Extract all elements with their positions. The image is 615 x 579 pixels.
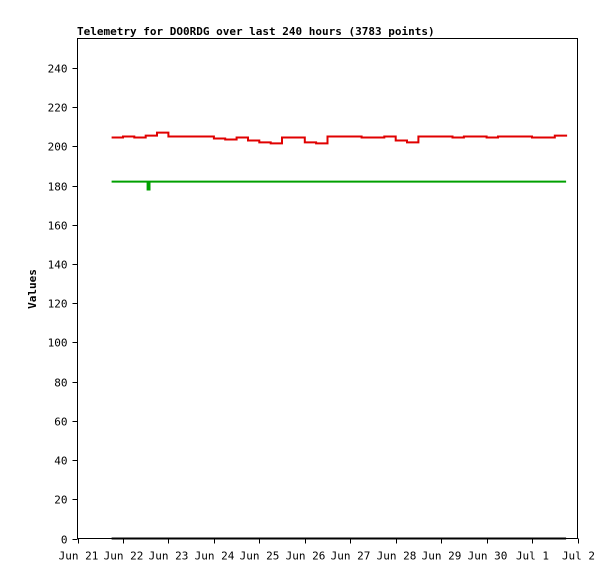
y-tick-label: 140 (48, 259, 68, 272)
x-tick-label: Jun 26 (286, 550, 326, 563)
series-group (111, 131, 568, 540)
y-tick-label: 0 (61, 534, 68, 547)
y-tick-label: 100 (48, 337, 68, 350)
y-tick-label: 180 (48, 181, 68, 194)
x-tick-label: Jun 29 (422, 550, 462, 563)
y-tick-label: 160 (48, 220, 68, 233)
x-tick-label: Jun 30 (468, 550, 508, 563)
series-line-1 (111, 180, 567, 191)
x-tick-label: Jul 2 (562, 550, 595, 563)
y-tick-label: 40 (54, 455, 67, 468)
x-tick-label: Jul 1 (516, 550, 549, 563)
x-tick-label: Jun 28 (377, 550, 417, 563)
y-axis-label: Values (26, 269, 39, 309)
y-tick-label: 200 (48, 141, 68, 154)
x-tick-label: Jun 27 (331, 550, 371, 563)
x-tick-label: Jun 21 (59, 550, 99, 563)
series-line-0 (111, 131, 568, 145)
x-tick-label: Jun 24 (195, 550, 235, 563)
plot-area (77, 38, 578, 539)
x-tick-label: Jun 22 (104, 550, 144, 563)
y-tick-label: 240 (48, 63, 68, 76)
x-axis: Jun 21 Jun 22 Jun 23 Jun 24 Jun 25 Jun 26 Jun … (59, 538, 595, 563)
y-tick-label: 60 (54, 416, 67, 429)
x-tick-label: Jun 25 (240, 550, 280, 563)
x-tick-label: Jun 23 (149, 550, 189, 563)
y-axis: 0 20 40 60 80 100 120 140 160 180 200 220 240 (48, 63, 78, 547)
y-tick-label: 220 (48, 102, 68, 115)
y-tick-label: 20 (54, 494, 67, 507)
chart-title: Telemetry for DO0RDG over last 240 hours… (77, 25, 435, 38)
y-tick-label: 80 (54, 377, 67, 390)
y-tick-label: 120 (48, 298, 68, 311)
